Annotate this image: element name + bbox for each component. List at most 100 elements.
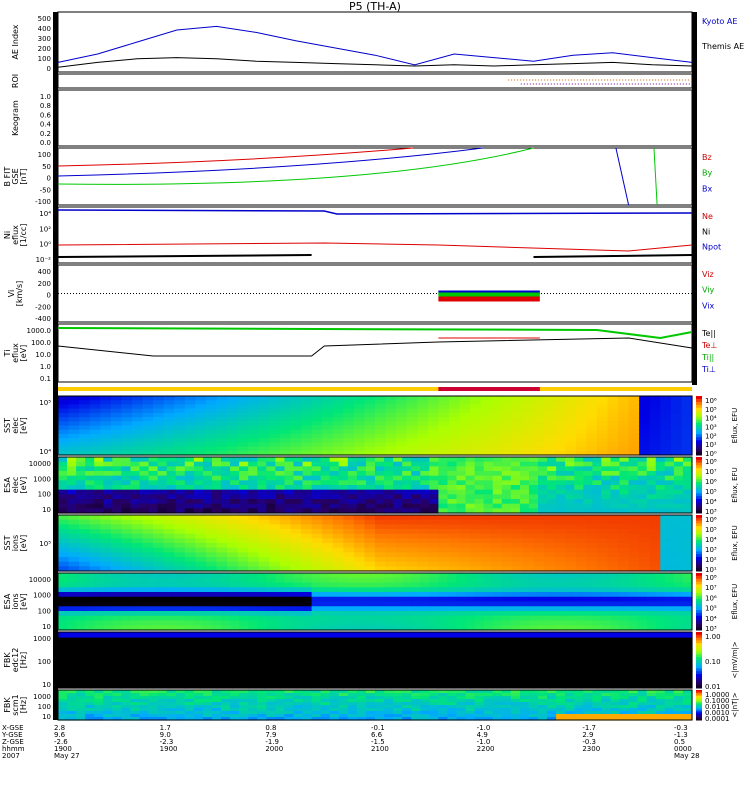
colorbar-cell — [696, 584, 702, 587]
spectrogram-cell — [656, 499, 666, 504]
colorbar-esa_i — [696, 573, 702, 631]
spectrogram-cell — [411, 480, 421, 485]
spectrogram-cell — [447, 490, 457, 495]
spectrogram-cell — [333, 442, 344, 447]
spectrogram-cell — [348, 457, 358, 462]
spectrogram-cell — [438, 654, 454, 660]
spectrogram-cell — [330, 621, 340, 626]
spectrogram-cell — [407, 520, 418, 525]
spectrogram-cell — [650, 524, 661, 529]
spectrogram-cell — [269, 529, 280, 534]
spectrogram-cell — [293, 611, 303, 616]
ytick-ti: 1000.0 — [27, 327, 52, 335]
spectrogram-cell — [683, 616, 693, 621]
spectrogram-cell — [520, 462, 530, 467]
spectrogram-cell — [322, 430, 333, 435]
spectrogram-cell — [248, 515, 259, 520]
spectrogram-cell — [354, 529, 365, 534]
spectrogram-cell — [407, 421, 418, 426]
spectrogram-cell — [100, 524, 111, 529]
spectrogram-cell — [354, 413, 365, 418]
spectrogram-cell — [230, 466, 240, 471]
spectrogram-cell — [417, 404, 428, 409]
spectrogram-cell — [438, 587, 448, 592]
spectrogram-cell — [610, 457, 620, 462]
spectrogram-cell — [94, 583, 104, 588]
colorbar-cell — [696, 613, 702, 616]
spectrogram-cell — [230, 621, 240, 626]
spectrogram-cell — [185, 654, 201, 660]
ylabel-ti: [eV] — [19, 345, 28, 362]
spectrogram-cell — [529, 494, 539, 499]
spectrogram-cell — [650, 417, 661, 422]
spectrogram-cell — [140, 587, 150, 592]
spectrogram-cell — [523, 426, 534, 431]
spectrogram-cell — [576, 442, 587, 447]
spectrogram-cell — [529, 621, 539, 626]
spectrogram-cell — [257, 606, 267, 611]
spectrogram-cell — [149, 621, 159, 626]
spectrogram-cell — [438, 520, 449, 525]
spectrogram-cell — [354, 515, 365, 520]
colorbar-tick-esa_e: 10⁶ — [705, 478, 717, 486]
spectrogram-cell — [502, 587, 512, 592]
spectrogram-cell — [583, 578, 593, 583]
spectrogram-cell — [547, 578, 557, 583]
spectrogram-cell — [523, 529, 534, 534]
spectrogram-cell — [185, 621, 195, 626]
spectrogram-cell — [386, 447, 397, 452]
spectrogram-cell — [656, 476, 666, 481]
ylabel-bfit: [nT] — [19, 168, 28, 184]
spectrogram-cell — [296, 666, 312, 672]
spectrogram-cell — [85, 621, 95, 626]
spectrogram-cell — [212, 578, 222, 583]
spectrogram-cell — [221, 480, 231, 485]
spectrogram-cell — [629, 649, 645, 655]
spectrogram-cell — [650, 534, 661, 539]
spectrogram-cell — [583, 490, 593, 495]
spectrogram-cell — [674, 471, 684, 476]
spectrogram-cell — [565, 466, 575, 471]
spectrogram-cell — [534, 524, 545, 529]
spectrogram-cell — [618, 409, 629, 414]
spectrogram-cell — [269, 413, 280, 418]
spectrogram-cell — [259, 434, 270, 439]
spectrogram-cell — [103, 466, 113, 471]
spectrogram-cell — [366, 466, 376, 471]
spectrogram-cell — [375, 552, 386, 557]
spectrogram-cell — [607, 529, 618, 534]
spectrogram-cell — [153, 524, 164, 529]
spectrogram-cell — [364, 421, 375, 426]
spectrogram-cell — [438, 494, 448, 499]
spectrogram-cell — [396, 447, 407, 452]
spectrogram-cell — [375, 611, 385, 616]
spectrogram-cell — [327, 666, 343, 672]
spectrogram-cell — [428, 396, 439, 401]
spectrogram-cell — [164, 552, 175, 557]
spectrogram-cell — [266, 621, 276, 626]
ytick-ae: 400 — [38, 25, 51, 33]
spectrogram-cell — [565, 562, 576, 567]
spectrogram-cell — [660, 638, 676, 644]
spectrogram-cell — [420, 504, 430, 509]
spectrogram-cell — [354, 430, 365, 435]
spectrogram-cell — [257, 466, 267, 471]
spectrogram-cell — [58, 621, 68, 626]
spectrogram-cell — [534, 643, 550, 649]
ytick-keogram: 0.4 — [40, 121, 52, 129]
spectrogram-cell — [438, 578, 448, 583]
spectrogram-cell — [511, 471, 521, 476]
spectrogram-cell — [660, 434, 671, 439]
spectrogram-cell — [132, 430, 143, 435]
spectrogram-cell — [79, 562, 90, 567]
spectrogram-cell — [303, 480, 313, 485]
spectrogram-cell — [149, 480, 159, 485]
spectrogram-cell — [618, 538, 629, 543]
spectrogram-cell — [111, 400, 122, 405]
legend-ni: Ne — [702, 212, 713, 221]
spectrogram-cell — [58, 515, 69, 520]
footer-value: 2100 — [371, 746, 389, 753]
spectrogram-cell — [538, 578, 548, 583]
spectrogram-cell — [601, 457, 611, 462]
spectrogram-cell — [201, 632, 217, 638]
